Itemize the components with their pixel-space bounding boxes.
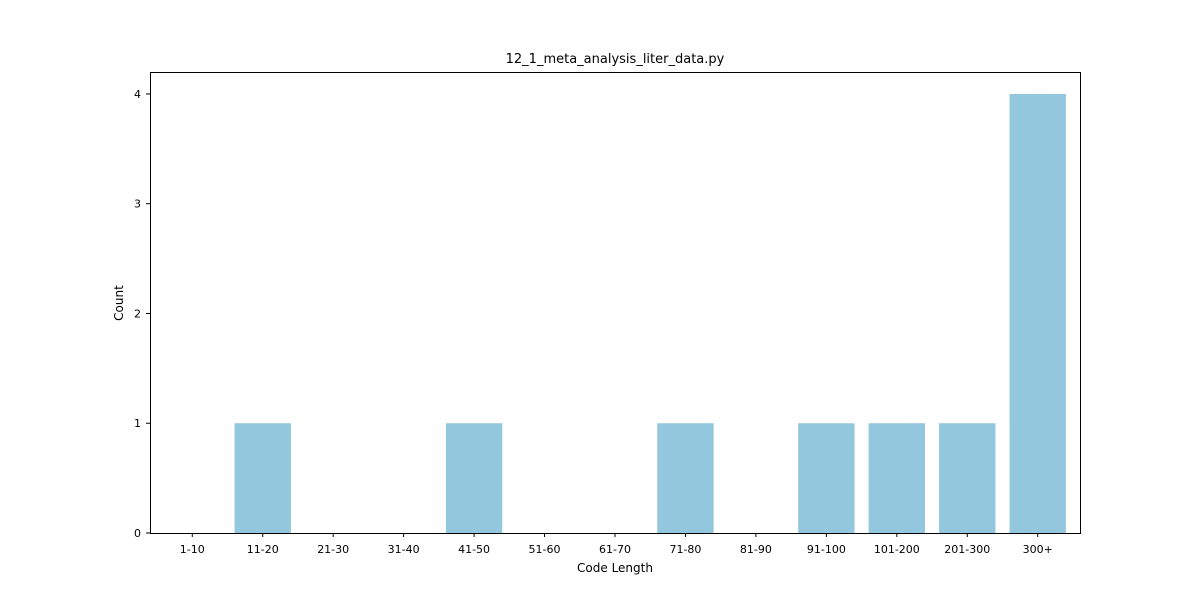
bar-71-80 xyxy=(657,423,714,533)
x-tick-label: 101-200 xyxy=(874,543,920,556)
x-axis-label: Code Length xyxy=(577,561,653,575)
y-tick-label: 1 xyxy=(134,417,141,430)
x-tick-label: 300+ xyxy=(1023,543,1053,556)
y-tick-label: 0 xyxy=(134,527,141,540)
x-tick-label: 1-10 xyxy=(180,543,205,556)
x-tick-label: 51-60 xyxy=(529,543,561,556)
bar-300+ xyxy=(1009,93,1066,533)
bar-201-300 xyxy=(939,423,996,533)
bar-11-20 xyxy=(234,423,291,533)
y-tick-label: 3 xyxy=(134,198,141,211)
y-tick-label: 2 xyxy=(134,307,141,320)
y-axis-ticks: 0 1 2 3 4 xyxy=(134,88,150,540)
y-axis-label: Count xyxy=(112,285,126,321)
x-tick-label: 21-30 xyxy=(317,543,349,556)
x-tick-label: 61-70 xyxy=(599,543,631,556)
x-tick-label: 31-40 xyxy=(388,543,420,556)
bar-41-50 xyxy=(445,423,503,533)
x-tick-label: 71-80 xyxy=(669,543,701,556)
bars-group xyxy=(234,93,1066,533)
x-axis-ticks: 1-10 11-20 21-30 31-40 41-50 51-60 61-70 71-80 8… xyxy=(180,533,1053,556)
plot-frame xyxy=(150,72,1081,534)
x-tick-label: 81-90 xyxy=(740,543,772,556)
bar-91-100 xyxy=(798,423,855,533)
bar-101-200 xyxy=(868,423,925,533)
x-tick-label: 91-100 xyxy=(807,543,846,556)
x-tick-label: 201-300 xyxy=(944,543,990,556)
chart-title: 12_1_meta_analysis_liter_data.py xyxy=(506,52,725,67)
x-tick-label: 41-50 xyxy=(458,543,490,556)
y-tick-label: 4 xyxy=(134,88,141,101)
x-tick-label: 11-20 xyxy=(247,543,279,556)
